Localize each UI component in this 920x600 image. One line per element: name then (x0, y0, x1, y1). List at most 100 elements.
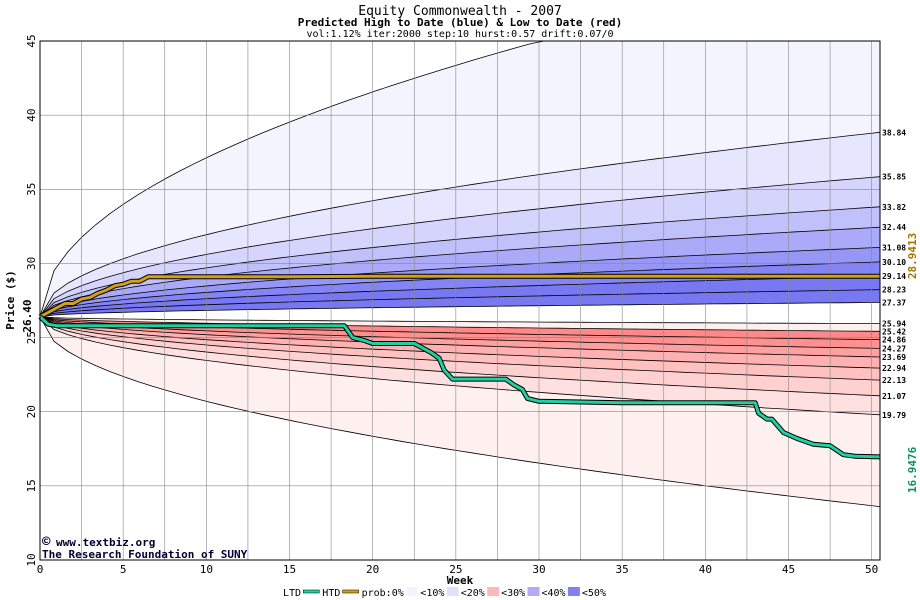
median-gap (40, 302, 880, 324)
percentile-label: 24.27 (882, 344, 906, 353)
blue-band (40, 132, 880, 317)
percentile-label: 28.23 (882, 286, 906, 295)
red-band (40, 316, 880, 340)
percentile-line (39, 316, 881, 332)
percentile-label: 23.69 (882, 353, 906, 362)
percentile-label: 33.82 (882, 203, 906, 212)
percentile-line (39, 316, 881, 358)
legend-label: <20% (461, 588, 485, 599)
x-tick-label: 35 (616, 563, 629, 576)
legend-label: HTD (322, 588, 340, 599)
percentile-line (39, 316, 881, 381)
legend-label: LTD (283, 588, 301, 599)
percentile-line (39, 131, 881, 318)
y-axis-label: Price ($) (4, 270, 17, 330)
y-axis-ticks: 10 15 20 25 30 35 40 45 (25, 34, 38, 566)
legend-label: <40% (542, 588, 566, 599)
x-tick-label: 5 (120, 563, 127, 576)
legend-swatch (342, 589, 359, 594)
y-tick-label: 45 (25, 34, 38, 47)
percentile-label: 31.08 (882, 243, 906, 252)
chart-params: vol:1.12% iter:2000 step:10 hurst:0.57 d… (306, 29, 613, 40)
chart-subtitle: Predicted High to Date (blue) & Low to D… (298, 16, 623, 29)
percentile-line (39, 316, 881, 416)
x-tick-label: 50 (865, 563, 878, 576)
x-tick-label: 30 (532, 563, 545, 576)
percentile-line (39, 226, 881, 318)
percentile-label: 22.13 (882, 376, 906, 385)
red-band (40, 316, 880, 396)
y-tick-label: 30 (25, 257, 38, 270)
percentile-label: 35.85 (882, 173, 906, 182)
chart-title: Equity Commonwealth - 2007 (358, 4, 562, 19)
htd-end-label: 28.9413 (906, 233, 919, 279)
legend-label: <50% (582, 588, 606, 599)
percentile-label: 25.94 (882, 320, 906, 329)
percentile-line (39, 316, 881, 397)
blue-band (40, 289, 880, 317)
legend-label: prob:0% (362, 588, 404, 599)
legend-swatch (487, 587, 500, 596)
percentile-label: 25.42 (882, 327, 906, 336)
legend-swatch (527, 587, 540, 596)
y-tick-label: 10 (25, 553, 38, 566)
y-tick-label: 15 (25, 479, 38, 492)
series-lines (38, 273, 881, 460)
blue-band (40, 247, 880, 317)
credit-copyright-symbol: © (42, 534, 51, 550)
percentile-line (39, 275, 881, 318)
percentile-label: 24.86 (882, 336, 906, 345)
red-band (40, 316, 880, 381)
legend-label: <30% (501, 588, 525, 599)
percentile-label: 22.94 (882, 364, 906, 373)
percentile-line (39, 289, 881, 318)
percentile-line (39, 302, 881, 318)
legend-swatch (446, 587, 459, 596)
x-tick-label: 15 (283, 563, 296, 576)
legend-swatch (303, 589, 320, 594)
percentile-label: 38.84 (882, 128, 906, 137)
y-tick-label: 40 (25, 109, 38, 122)
percentile-label: 21.07 (882, 392, 906, 401)
y-tick-label: 25 (25, 331, 38, 344)
percentile-line (39, 247, 881, 318)
x-tick-label: 0 (37, 563, 44, 576)
credit-website: www.textbiz.org (56, 536, 155, 549)
percentile-label: 19.79 (882, 411, 906, 420)
htd-line (39, 274, 880, 319)
credit-org: The Research Foundation of SUNY (42, 548, 248, 561)
legend-swatch (406, 587, 419, 596)
x-tick-label: 40 (699, 563, 712, 576)
percentile-label: 27.37 (882, 298, 906, 307)
red-band (40, 316, 880, 369)
blue-band (40, 227, 880, 317)
x-tick-label: 20 (366, 563, 379, 576)
percentile-label: 29.14 (882, 272, 906, 281)
x-axis-ticks: 0 5 10 15 20 25 30 35 40 45 50 (37, 563, 879, 576)
blue-band (40, 206, 880, 317)
percentile-line (39, 316, 880, 325)
legend-swatch (567, 587, 580, 596)
ltd-end-label: 16.9476 (906, 446, 919, 493)
x-axis-label: Week (447, 574, 474, 587)
percentile-line (39, 316, 881, 507)
legend-label: <10% (420, 588, 444, 599)
red-band (40, 316, 880, 415)
x-tick-label: 10 (200, 563, 213, 576)
percentile-label: 30.10 (882, 258, 906, 267)
red-band (40, 316, 880, 349)
ltd-line (39, 315, 881, 459)
legend: LTD HTD prob:0% <10% <20% <30% <40% <50% (283, 587, 606, 599)
start-price-label: 26.40 (21, 299, 34, 332)
percentile-bands (39, 40, 881, 507)
blue-band (40, 176, 880, 317)
y-tick-label: 35 (25, 183, 38, 196)
percentile-line (39, 206, 881, 318)
blue-band (40, 41, 880, 317)
percentile-line (39, 176, 881, 318)
percentile-label: 32.44 (882, 223, 906, 232)
percentile-line (39, 316, 881, 349)
x-tick-label: 25 (449, 563, 462, 576)
blue-band (40, 276, 880, 317)
